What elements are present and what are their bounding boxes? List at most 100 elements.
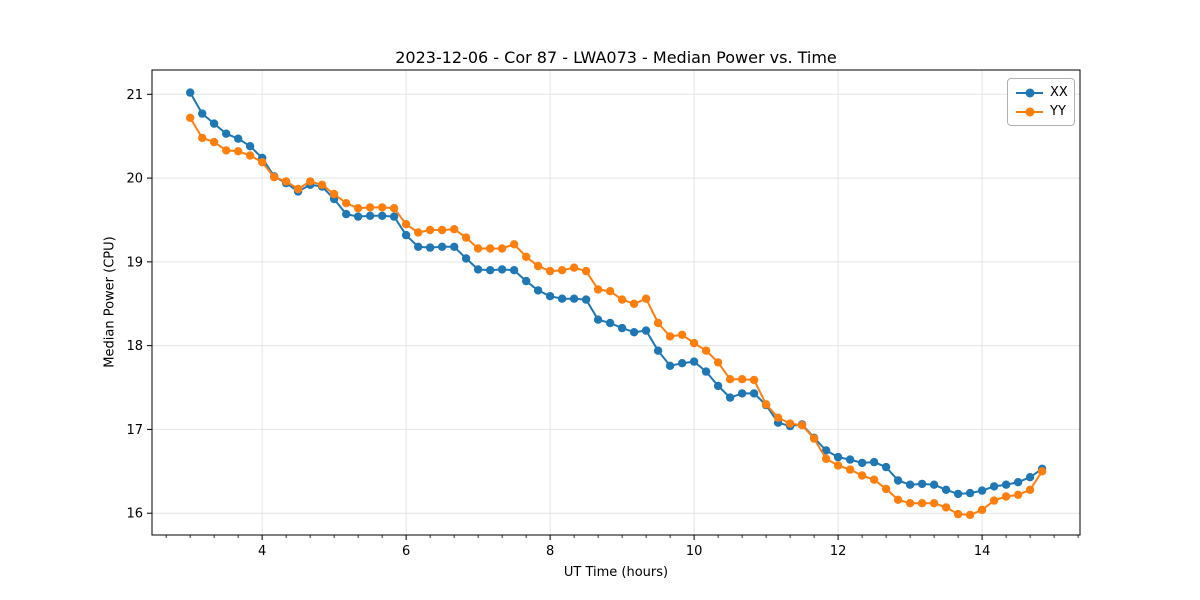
data-point [437,225,447,235]
data-point [545,266,555,276]
data-point [198,109,207,118]
data-point [509,266,519,275]
data-point [737,389,747,398]
data-point [270,173,279,182]
data-point [605,287,615,296]
data-point [1013,478,1023,487]
data-point [557,266,567,275]
data-point [713,381,723,391]
data-point [581,266,591,276]
data-point [689,357,699,366]
data-point [761,400,771,409]
y-tick-label: 19 [126,255,143,270]
legend-line-xx-icon [1016,88,1043,97]
data-point [486,266,495,275]
data-point [749,375,759,385]
x-tick-label: 12 [830,544,847,559]
x-tick-label: 8 [546,544,554,559]
data-point [342,209,351,219]
data-point [450,242,459,251]
data-point [605,318,615,328]
data-point [473,265,483,274]
data-point [665,332,675,341]
y-tick-label: 16 [126,507,143,522]
data-point [378,203,387,212]
data-point [989,482,999,491]
data-point [450,225,459,234]
data-point [245,151,255,160]
data-point [917,499,927,508]
data-point [905,499,915,508]
data-point [701,367,711,376]
data-point [186,88,195,97]
data-point [198,133,207,143]
data-point [186,113,195,123]
data-point [222,129,231,138]
data-point [569,294,579,303]
data-point [533,286,543,295]
data-point [641,294,651,303]
data-point [461,233,471,242]
data-point [857,458,867,468]
data-point [593,285,603,294]
data-point [977,505,987,515]
data-point [845,465,855,474]
data-point [509,240,519,249]
series-markers-xx [186,88,1047,499]
data-point [653,346,663,355]
data-point [522,252,531,261]
y-tick-label: 18 [126,339,143,354]
chart-title: 2023-12-06 - Cor 87 - LWA073 - Median Po… [395,48,837,67]
plot-border [151,69,1081,536]
data-point [461,254,471,263]
data-point [234,147,243,156]
series-line-xx [189,92,1043,495]
legend-dot-yy-icon [1025,107,1034,116]
data-point [234,134,243,143]
data-point [486,244,495,253]
y-tick-label: 21 [126,88,143,103]
data-point [209,137,219,147]
data-point [881,484,891,494]
data-point [365,203,375,212]
data-point [893,495,903,504]
data-point [545,292,555,301]
data-point [401,220,411,229]
x-tick-label: 6 [402,544,410,559]
data-point [437,242,447,251]
data-point [629,299,639,308]
data-point [869,475,879,484]
data-point [1001,492,1011,501]
data-point [222,146,231,155]
y-tick-label: 17 [126,423,143,438]
data-point [1037,467,1047,476]
data-point [977,486,987,495]
data-point [917,479,927,489]
data-point [497,244,507,253]
data-point [378,211,387,220]
data-point [1013,490,1023,499]
data-point [209,119,219,128]
data-point [989,496,999,505]
x-axis-label: UT Time (hours) [563,565,669,580]
data-point [845,455,855,464]
data-point [629,328,639,337]
data-point [414,228,423,237]
data-point [1001,480,1011,489]
data-point [881,462,891,472]
data-point [653,318,663,328]
legend-item-yy: YY [1016,102,1066,121]
data-point [929,480,939,489]
x-tick-label: 14 [974,544,991,559]
data-point [869,457,879,467]
data-point [953,489,963,499]
data-point [665,361,675,370]
data-point [821,454,831,463]
x-tick-label: 10 [686,544,703,559]
data-point [522,276,531,286]
data-point [245,142,255,151]
data-point [557,294,567,303]
legend-line-yy-icon [1016,107,1043,116]
